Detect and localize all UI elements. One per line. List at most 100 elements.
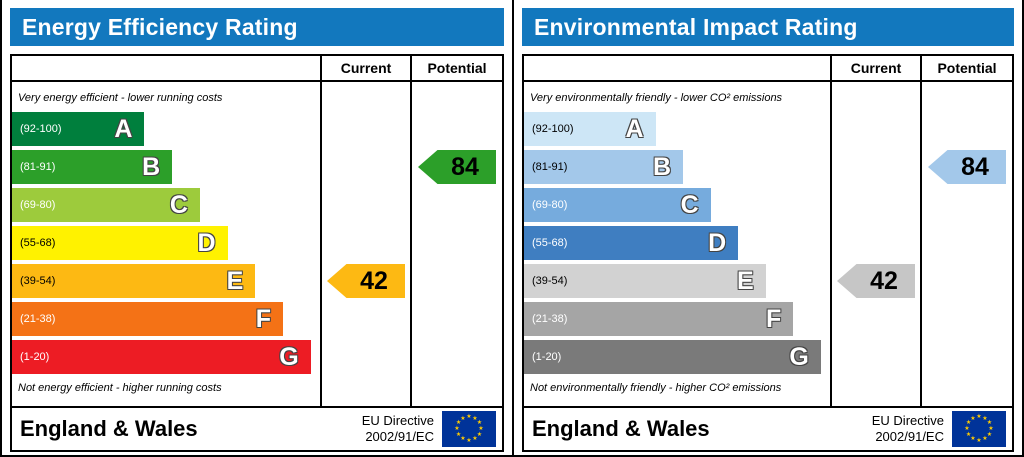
band-letter: A [114,114,133,143]
eu-flag-icon: ★ ★ ★ ★ ★ ★ ★ ★ ★ ★ ★ ★ [442,411,496,447]
environmental-chart-header-spacer [524,56,830,80]
band-row: (69-80) C [524,186,830,224]
band-range: (1-20) [20,351,50,363]
band-c-bar: (69-80) C [12,188,200,222]
band-range: (39-54) [20,275,56,287]
band-letter: E [737,266,754,295]
band-letter: E [226,266,244,295]
energy-efficiency-panel: Energy Efficiency Rating Current Potenti… [2,0,512,455]
eu-flag-star: ★ [466,438,472,444]
band-range: (55-68) [20,237,56,249]
band-b-bar: (81-91) B [12,150,173,184]
band-c-bar: (69-80) C [524,188,711,222]
band-range: (55-68) [532,237,568,249]
band-g-bar: (1-20) G [524,340,821,374]
eu-flag-star: ★ [466,414,472,420]
environmental-top-note: Very environmentally friendly - lower CO… [530,92,783,104]
eu-flag-star: ★ [976,414,982,420]
band-f-bar: (21-38) F [524,302,794,336]
eu-flag-star: ★ [986,420,993,426]
environmental-potential-column: 84 [920,82,1012,406]
eu-flag-star: ★ [970,415,976,422]
band-letter: A [625,114,644,143]
eu-directive-text: EU Directive 2002/91/EC [362,413,434,446]
band-range: (92-100) [20,123,62,135]
energy-table-footer: England & Wales EU Directive 2002/91/EC … [12,406,502,450]
band-letter: D [197,228,216,257]
band-letter: C [680,190,699,219]
band-letter: F [255,304,272,333]
eu-flag-star: ★ [460,436,466,443]
environmental-table-header: Current Potential [524,56,1012,82]
band-a-bar: (92-100) A [12,112,145,146]
band-e-bar: (39-54) E [524,264,766,298]
environmental-panel-title: Environmental Impact Rating [522,8,1014,46]
environmental-current-column-header: Current [830,56,920,80]
eu-directive-line2: 2002/91/EC [365,429,434,444]
energy-current-column-header: Current [320,56,410,80]
band-e-bar: (39-54) E [12,264,256,298]
potential-rating-arrow: 84 [928,150,1006,184]
band-letter: G [789,342,809,371]
band-range: (92-100) [532,123,574,135]
band-range: (21-38) [20,313,56,325]
eu-flag-star: ★ [965,420,972,426]
eu-flag-star: ★ [472,415,478,422]
eu-flag-star: ★ [970,436,976,443]
energy-potential-column: 84 [410,82,502,406]
environmental-impact-panel: Environmental Impact Rating Current Pote… [512,0,1022,455]
current-rating-arrow: 42 [327,264,405,298]
band-range: (1-20) [532,351,562,363]
band-row: (21-38) F [524,300,830,338]
band-row: (55-68) D [12,224,320,262]
band-letter: B [142,152,161,181]
energy-rating-table: Current Potential Very energy efficient … [10,54,504,452]
environmental-current-column: 42 [830,82,920,406]
eu-directive-line1: EU Directive [871,412,944,428]
band-a-bar: (92-100) A [524,112,656,146]
energy-table-body: Very energy efficient - lower running co… [12,82,502,406]
environmental-band-chart: Very environmentally friendly - lower CO… [524,82,830,406]
eu-flag-star: ★ [476,432,483,438]
current-rating-arrow: 42 [837,264,915,298]
eu-flag-star: ★ [478,426,484,432]
band-row: (39-54) E [12,262,320,300]
environmental-potential-column-header: Potential [920,56,1012,80]
eu-flag-star: ★ [986,432,993,438]
environmental-bottom-note: Not environmentally friendly - higher CO… [530,382,782,394]
directive-block: EU Directive 2002/91/EC ★ ★ ★ ★ ★ ★ ★ ★ ★ ★ ★ ★ [872,411,1006,447]
directive-block: EU Directive 2002/91/EC ★ ★ ★ ★ ★ ★ ★ ★ ★ ★ ★ ★ [362,411,496,447]
eu-directive-text: EU Directive 2002/91/EC [872,413,944,446]
band-row: (81-91) B [12,148,320,186]
band-b-bar: (81-91) B [524,150,684,184]
eu-flag-star: ★ [982,415,988,422]
band-letter: F [765,304,782,333]
band-f-bar: (21-38) F [12,302,284,336]
band-row: (55-68) D [524,224,830,262]
energy-panel-title: Energy Efficiency Rating [10,8,504,46]
eu-flag-star: ★ [982,436,988,443]
region-label: England & Wales [20,416,198,441]
band-row: (1-20) G [524,338,830,376]
energy-table-header: Current Potential [12,56,502,82]
eu-directive-line2: 2002/91/EC [875,429,944,444]
environmental-rating-table: Current Potential Very environmentally f… [522,54,1014,452]
energy-bottom-note: Not energy efficient - higher running co… [18,382,222,394]
eu-flag-icon: ★ ★ ★ ★ ★ ★ ★ ★ ★ ★ ★ ★ [952,411,1006,447]
band-d-bar: (55-68) D [12,226,228,260]
eu-flag-star: ★ [976,438,982,444]
potential-rating-arrow: 84 [418,150,496,184]
eu-flag-star: ★ [988,426,994,432]
band-range: (81-91) [20,161,56,173]
band-letter: B [653,152,672,181]
band-row: (1-20) G [12,338,320,376]
energy-current-column: 42 [320,82,410,406]
energy-potential-column-header: Potential [410,56,502,80]
eu-directive-line1: EU Directive [361,412,434,428]
energy-top-note: Very energy efficient - lower running co… [18,92,223,104]
band-g-bar: (1-20) G [12,340,311,374]
band-row: (81-91) B [524,148,830,186]
band-row: (69-80) C [12,186,320,224]
environmental-table-body: Very environmentally friendly - lower CO… [524,82,1012,406]
